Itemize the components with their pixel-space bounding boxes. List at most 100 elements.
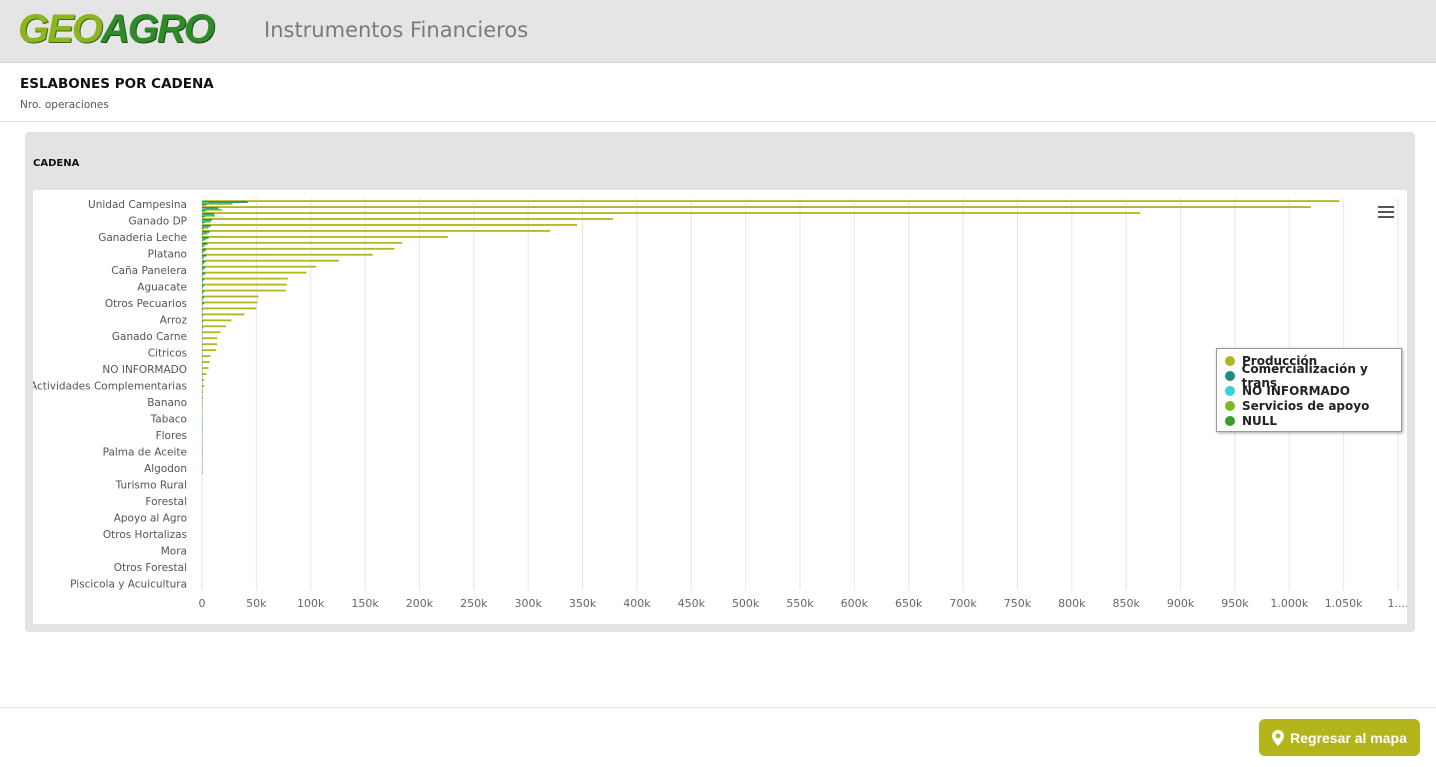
bar [202,406,203,409]
bar [202,232,208,235]
y-category-label: Caña Panelera [111,265,187,277]
bar [202,444,203,447]
bar [202,230,550,232]
bar [202,400,203,403]
bar [202,436,203,439]
bar [202,261,203,264]
chart-container: 0 50k 100k 150k 200k 250k 300k 350k 400k 450k 500k… [30,190,1409,624]
bar [202,251,203,254]
x-tick-label: 150k [351,597,379,610]
y-category-label: Otros Forestal [114,562,187,574]
y-category-label: Otros Hortalizas [103,529,187,541]
bar [202,460,203,462]
legend-marker [1225,385,1235,396]
bar [202,201,248,203]
bar [202,302,205,305]
legend-item[interactable]: Servicios de apoyo [1225,398,1401,413]
bar [202,239,204,242]
bar [202,343,218,346]
x-tick-label: 500k [732,597,760,610]
top-bar: GEOAGRO Instrumentos Financieros [0,0,1436,63]
chart-card: CADENA 0 50k 100k 150k 200k 250k 300k 350k 400k 4… [25,132,1415,632]
bar [202,454,203,456]
geoagro-logo[interactable]: GEOAGRO [18,7,215,51]
bar [202,248,207,251]
legend-item[interactable]: Producción [1225,353,1401,368]
x-tick-label: 50k [246,597,267,610]
bar [202,230,210,233]
bar [202,357,203,359]
bar [202,358,203,361]
bar [202,340,203,343]
y-category-label: Mora [161,546,187,558]
y-category-label: Banano [147,397,187,409]
page-subtitle: Nro. operaciones [20,99,109,111]
bar [202,285,203,288]
bar [202,256,205,259]
legend-item[interactable]: Comercialización y trans [1225,362,1401,390]
bar [202,301,258,304]
bar [202,379,205,381]
bar [202,311,203,313]
bar [202,262,204,265]
bar [202,206,1312,208]
bar [202,319,232,322]
bar [202,337,218,340]
bar [202,265,317,268]
bar [202,245,203,248]
x-tick-label: 250k [460,597,488,610]
bar [202,279,203,282]
back-to-map-button[interactable]: Regresar al mapa [1259,719,1420,756]
bar [202,271,307,274]
y-category-label: Actividades Complementarias [33,381,187,393]
app-title: Instrumentos Financieros [264,18,529,42]
map-pin-icon [1272,729,1285,746]
bar [202,224,578,226]
bar [202,226,209,229]
y-category-label: Turismo Rural [115,480,187,492]
bar-chart: 0 50k 100k 150k 200k 250k 300k 350k 400k 450k 500k… [30,198,1409,610]
legend-item[interactable]: NULL [1225,413,1401,428]
x-tick-label: 900k [1167,597,1195,610]
bar [202,214,216,217]
bar [202,472,203,474]
bar [202,308,204,311]
bar [202,388,203,391]
bar [202,244,206,247]
bar [202,309,203,312]
bar [202,274,204,277]
bar [202,220,211,223]
bar [202,422,203,425]
bar [202,268,204,271]
bar [202,202,209,204]
bar [202,208,222,211]
y-category-label: Tabaco [150,414,187,426]
y-category-label: Algodon [144,463,187,475]
y-category-label: Arroz [160,315,188,327]
bar [202,442,203,445]
chart-menu-button[interactable] [1376,204,1396,220]
legend-label: NULL [1242,413,1278,428]
bar [202,424,203,427]
bar [202,238,207,241]
bar [202,373,207,375]
bar [202,207,219,209]
y-category-label: Ganado DP [128,216,187,228]
bar [202,364,203,367]
bar [202,350,203,352]
bar [202,396,204,399]
bar [202,409,203,412]
bar [202,266,206,269]
bar [202,277,288,280]
x-tick-label: 700k [949,597,977,610]
bar [202,213,214,215]
legend-item[interactable]: NO INFORMADO [1225,383,1401,398]
bar [202,296,205,299]
y-category-label: Ganaderia Leche [98,232,187,244]
bar [202,355,211,358]
bar [202,315,203,318]
bar [202,448,203,451]
bar [202,218,212,221]
divider [0,707,1436,708]
bar [202,272,206,275]
